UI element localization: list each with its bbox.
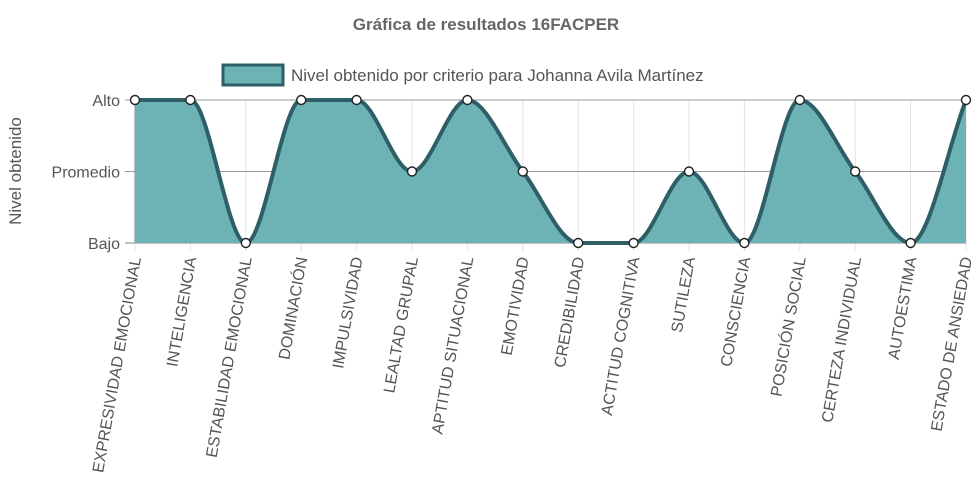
y-tick-label: Alto xyxy=(92,93,120,110)
x-tick-label: POSICIÓN SOCIAL xyxy=(766,255,809,398)
data-point[interactable] xyxy=(517,166,528,177)
x-tick-label: EMOTIVIDAD xyxy=(499,256,533,357)
data-point[interactable] xyxy=(406,166,418,177)
x-tick-label: SUTILEZA xyxy=(669,255,699,334)
series-line xyxy=(135,98,968,245)
y-tick-label: Bajo xyxy=(88,236,120,253)
x-tick-label: ESTABILIDAD EMOCIONAL xyxy=(204,256,256,459)
legend[interactable]: Nivel obtenido por criterio para Johanna… xyxy=(221,63,704,87)
x-tick-label: IMPULSIVIDAD xyxy=(330,256,366,370)
data-point[interactable] xyxy=(573,237,584,249)
data-point[interactable] xyxy=(739,237,750,249)
x-tick-label: APTITUD SITUACIONAL xyxy=(429,256,477,436)
data-point[interactable] xyxy=(462,94,473,106)
chart-title: Gráfica de resultados 16FACPER xyxy=(353,15,619,34)
data-point[interactable] xyxy=(185,94,196,106)
y-axis-ticks: Bajo Promedio Alto xyxy=(52,93,121,253)
x-tick-label: EXPRESIVIDAD EMOCIONAL xyxy=(90,256,145,474)
x-tick-label: CONSCIENCIA xyxy=(718,255,754,368)
x-tick-label: ACTITUD COGNITIVA xyxy=(599,255,644,416)
data-point[interactable] xyxy=(296,94,307,106)
data-point[interactable] xyxy=(794,94,805,106)
data-point[interactable] xyxy=(628,237,639,249)
x-tick-label: DOMINACIÓN xyxy=(274,255,311,361)
x-tick-label: CERTEZA INDIVIDUAL xyxy=(819,256,865,424)
x-tick-label: CREDIBILIDAD xyxy=(552,256,588,369)
x-tick-label: ESTADO DE ANSIEDAD xyxy=(929,256,972,433)
data-point[interactable] xyxy=(129,94,141,106)
y-tick-label: Promedio xyxy=(52,165,121,182)
y-axis-title: Nivel obtenido xyxy=(6,117,25,225)
x-tick-label: AUTOESTIMA xyxy=(886,255,921,360)
data-point[interactable] xyxy=(240,237,252,249)
data-point[interactable] xyxy=(960,94,972,106)
data-point[interactable] xyxy=(351,94,362,106)
x-tick-label: LEALTAD GRUPAL xyxy=(381,256,422,395)
x-tick-label: INTELIGENCIA xyxy=(164,255,200,368)
legend-swatch[interactable] xyxy=(221,63,285,87)
series-area xyxy=(135,100,966,243)
series xyxy=(129,94,972,249)
x-axis-ticks: EXPRESIVIDAD EMOCIONAL INTELIGENCIA ESTABI… xyxy=(90,255,972,474)
data-point[interactable] xyxy=(850,166,861,177)
data-point[interactable] xyxy=(905,237,916,249)
legend-label[interactable]: Nivel obtenido por criterio para Johanna… xyxy=(291,66,704,85)
data-point[interactable] xyxy=(683,166,695,177)
